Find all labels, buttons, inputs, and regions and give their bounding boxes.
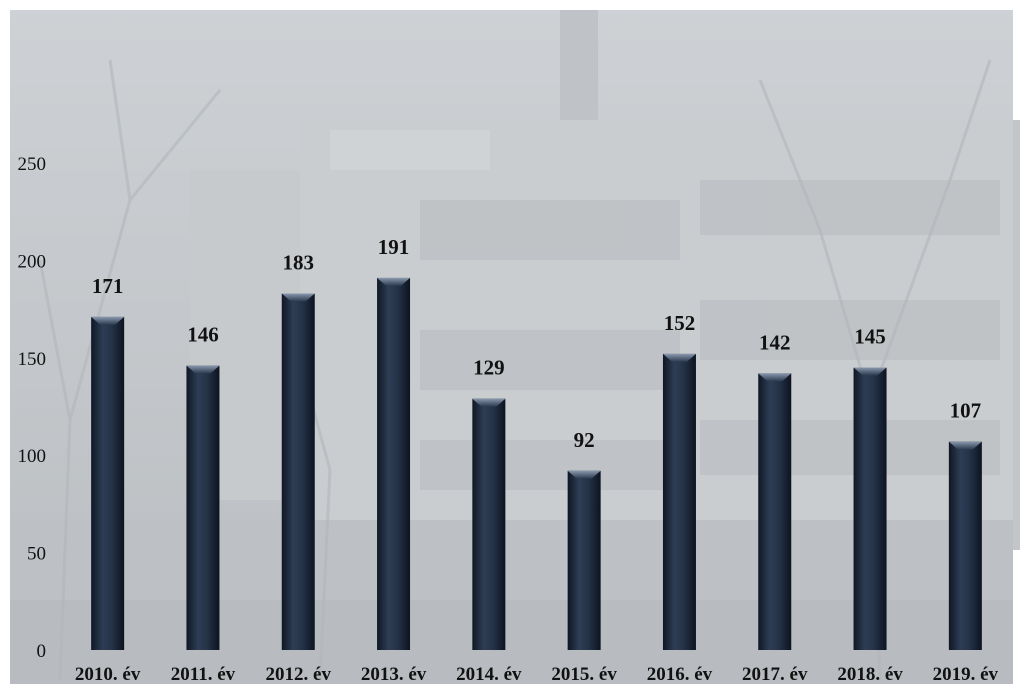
bar-6: [567, 470, 601, 650]
data-label-9: 145: [854, 325, 886, 349]
y-tick-label-200: 200: [18, 251, 47, 272]
bar-cap-9: [853, 367, 887, 376]
bar-7: [662, 353, 696, 650]
bar-cap-1: [91, 316, 125, 325]
data-label-4: 191: [378, 235, 410, 259]
x-tick-label-1: 2010. év: [75, 664, 141, 685]
x-tick-label-4: 2013. év: [361, 664, 427, 685]
bar-10: [948, 441, 982, 650]
bar-1: [91, 316, 125, 650]
y-tick-label-0: 0: [37, 641, 47, 662]
data-label-8: 142: [759, 330, 791, 354]
bar-cap-2: [186, 365, 220, 374]
x-tick-label-8: 2017. év: [742, 664, 808, 685]
bars: [91, 277, 982, 650]
x-tick-label-9: 2018. év: [837, 664, 903, 685]
y-tick-label-100: 100: [18, 446, 47, 467]
x-tick-label-2: 2011. év: [171, 664, 236, 685]
bar-cap-4: [377, 277, 411, 286]
bar-cap-3: [281, 293, 315, 302]
data-label-1: 171: [92, 274, 124, 298]
x-tick-label-7: 2016. év: [647, 664, 713, 685]
bar-cap-5: [472, 398, 506, 407]
x-tick-label-3: 2012. év: [266, 664, 332, 685]
bar-cap-10: [948, 441, 982, 450]
y-tick-label-150: 150: [18, 349, 47, 370]
data-label-3: 183: [283, 251, 315, 275]
data-labels: 171 146 183 191 129 92 152 142 145 107: [92, 235, 981, 452]
data-label-10: 107: [950, 399, 982, 423]
y-tick-label-250: 250: [18, 154, 47, 175]
background-photo: [10, 10, 1020, 684]
bar-cap-6: [567, 470, 601, 479]
bar-8: [758, 373, 792, 650]
x-tick-label-5: 2014. év: [456, 664, 522, 685]
y-tick-label-50: 50: [27, 544, 46, 565]
bar-2: [186, 365, 220, 650]
x-tick-label-6: 2015. év: [551, 664, 617, 685]
x-axis: 2010. év 2011. év 2012. év 2013. év 2014. év…: [75, 664, 999, 685]
bar-5: [472, 398, 506, 650]
bar-cap-8: [758, 373, 792, 382]
data-label-5: 129: [473, 356, 505, 380]
bar-cap-7: [662, 353, 696, 362]
bar-4: [377, 277, 411, 650]
data-label-6: 92: [574, 428, 595, 452]
data-label-7: 152: [664, 311, 696, 335]
y-axis: 0 50 100 150 200 250: [18, 154, 47, 662]
x-tick-label-10: 2019. év: [933, 664, 999, 685]
bar-9: [853, 367, 887, 650]
data-label-2: 146: [187, 323, 219, 347]
bar-3: [281, 293, 315, 650]
